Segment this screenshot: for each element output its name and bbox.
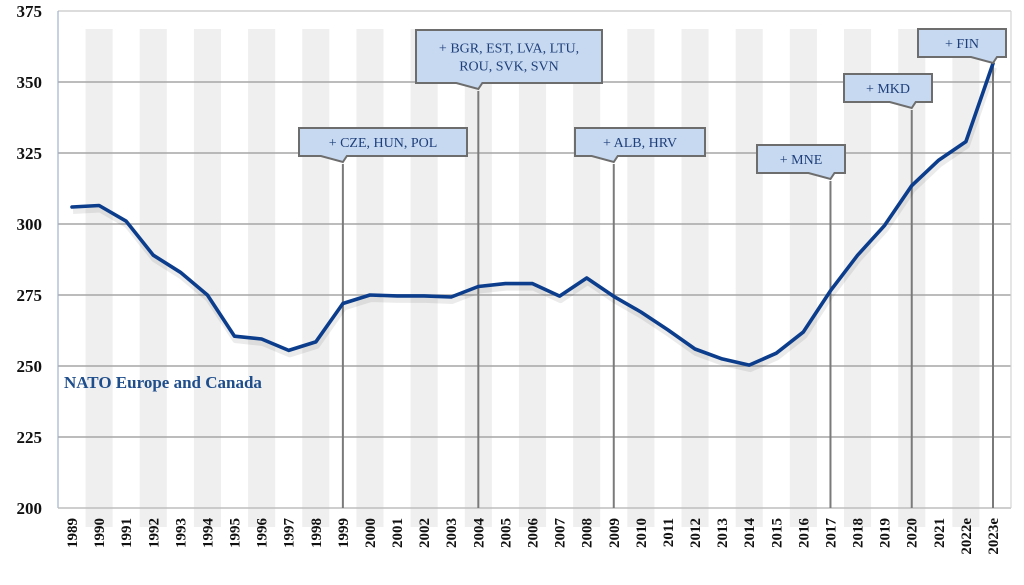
y-tick-label: 225 [17,428,43,447]
x-tick-label: 1995 [228,518,244,548]
annotation-text: ROU, SVK, SVN [459,60,559,75]
x-tick-label: 2008 [580,518,596,548]
annotation-callout: + ALB, HRV [574,127,706,164]
annotation-callout: + FIN [917,28,1007,65]
x-tick-label: 2007 [553,518,569,549]
x-tick-label: 2021 [932,518,948,548]
x-tick-label: 1996 [255,518,271,549]
y-tick-label: 250 [17,357,43,376]
x-tick-label: 2012 [688,518,704,548]
annotation-box [756,144,846,181]
annotation-text: + MKD [866,82,910,97]
annotation-text: + BGR, EST, LVA, LTU, [439,42,579,57]
x-tick-label: 1994 [200,518,216,549]
annotation-text: + ALB, HRV [603,136,677,151]
annotations: + CZE, HUN, POL + BGR, EST, LVA, LTU, ROU,… [298,28,1007,181]
x-tick-label: 2014 [742,518,758,549]
band [139,29,167,527]
x-tick-label: 2001 [390,518,406,548]
band [627,29,655,527]
band [952,29,980,527]
x-tick-label: 2005 [498,518,514,548]
x-tick-label: 2017 [823,518,839,549]
y-tick-label: 325 [17,144,43,163]
annotation-text: + MNE [780,153,823,168]
y-tick-label: 200 [17,499,43,518]
annotation-text: + CZE, HUN, POL [329,136,438,151]
band [356,29,384,527]
annotation-box [574,127,706,164]
band [193,29,221,527]
x-tick-label: 2010 [634,518,650,548]
x-tick-label: 1997 [282,518,298,549]
band [735,29,763,527]
annotation-box [917,28,1007,65]
x-tick-label: 2004 [471,518,487,549]
x-tick-label: 1998 [309,518,325,548]
x-tick-label: 2013 [715,518,731,548]
x-tick-label: 2000 [363,518,379,548]
x-tick-label: 1990 [92,518,108,548]
x-tick-label: 2016 [796,518,812,549]
series-layer [70,61,997,373]
annotation-text: + FIN [945,37,979,52]
annotation-leaders [341,65,994,508]
y-tick-label: 275 [17,286,43,305]
band [302,29,330,527]
band [410,29,438,527]
x-tick-label: 1993 [173,518,189,548]
x-tick-label: 2023e [986,518,1002,555]
annotation-box [415,29,603,91]
x-tick-label: 2009 [607,518,623,548]
band [681,29,709,527]
x-tick-label: 2020 [905,518,921,548]
y-tick-label: 375 [17,2,43,21]
annotation-callout: + MKD [843,73,933,110]
x-tick-label: 2011 [661,518,677,547]
x-tick-label: 2018 [851,518,867,548]
x-tick-label: 2022e [959,518,975,555]
y-tick-label: 300 [17,215,43,234]
x-tick-label: 1999 [336,518,352,548]
band [518,29,547,527]
y-tick-label: 350 [17,73,43,92]
x-tick-label: 1992 [146,518,162,548]
x-tick-label: 2019 [878,518,894,548]
annotation-callout: + BGR, EST, LVA, LTU, ROU, SVK, SVN [415,29,603,91]
band [248,29,276,527]
series-line [70,61,995,367]
x-tick-label: 2002 [417,518,433,548]
series-label: NATO Europe and Canada [64,373,262,392]
x-tick-label: 2003 [444,518,460,548]
axes [57,11,1012,509]
x-axis-ticks: 1989 1990 1991 1992 1993 1994 1995 1996 1997 1998… [65,518,1002,555]
band [844,29,872,527]
x-tick-label: 2015 [769,518,785,548]
x-tick-label: 1991 [119,518,135,548]
band [789,29,817,527]
x-tick-label: 2006 [526,518,542,549]
x-tick-label: 1989 [65,518,81,548]
annotation-box [843,73,933,110]
y-axis-ticks: 200 225 250 275 300 325 350 375 [17,2,43,518]
band [85,29,113,527]
annotation-callout: + MNE [756,144,846,181]
annotation-box [298,127,468,164]
annotation-callout: + CZE, HUN, POL [298,127,468,164]
